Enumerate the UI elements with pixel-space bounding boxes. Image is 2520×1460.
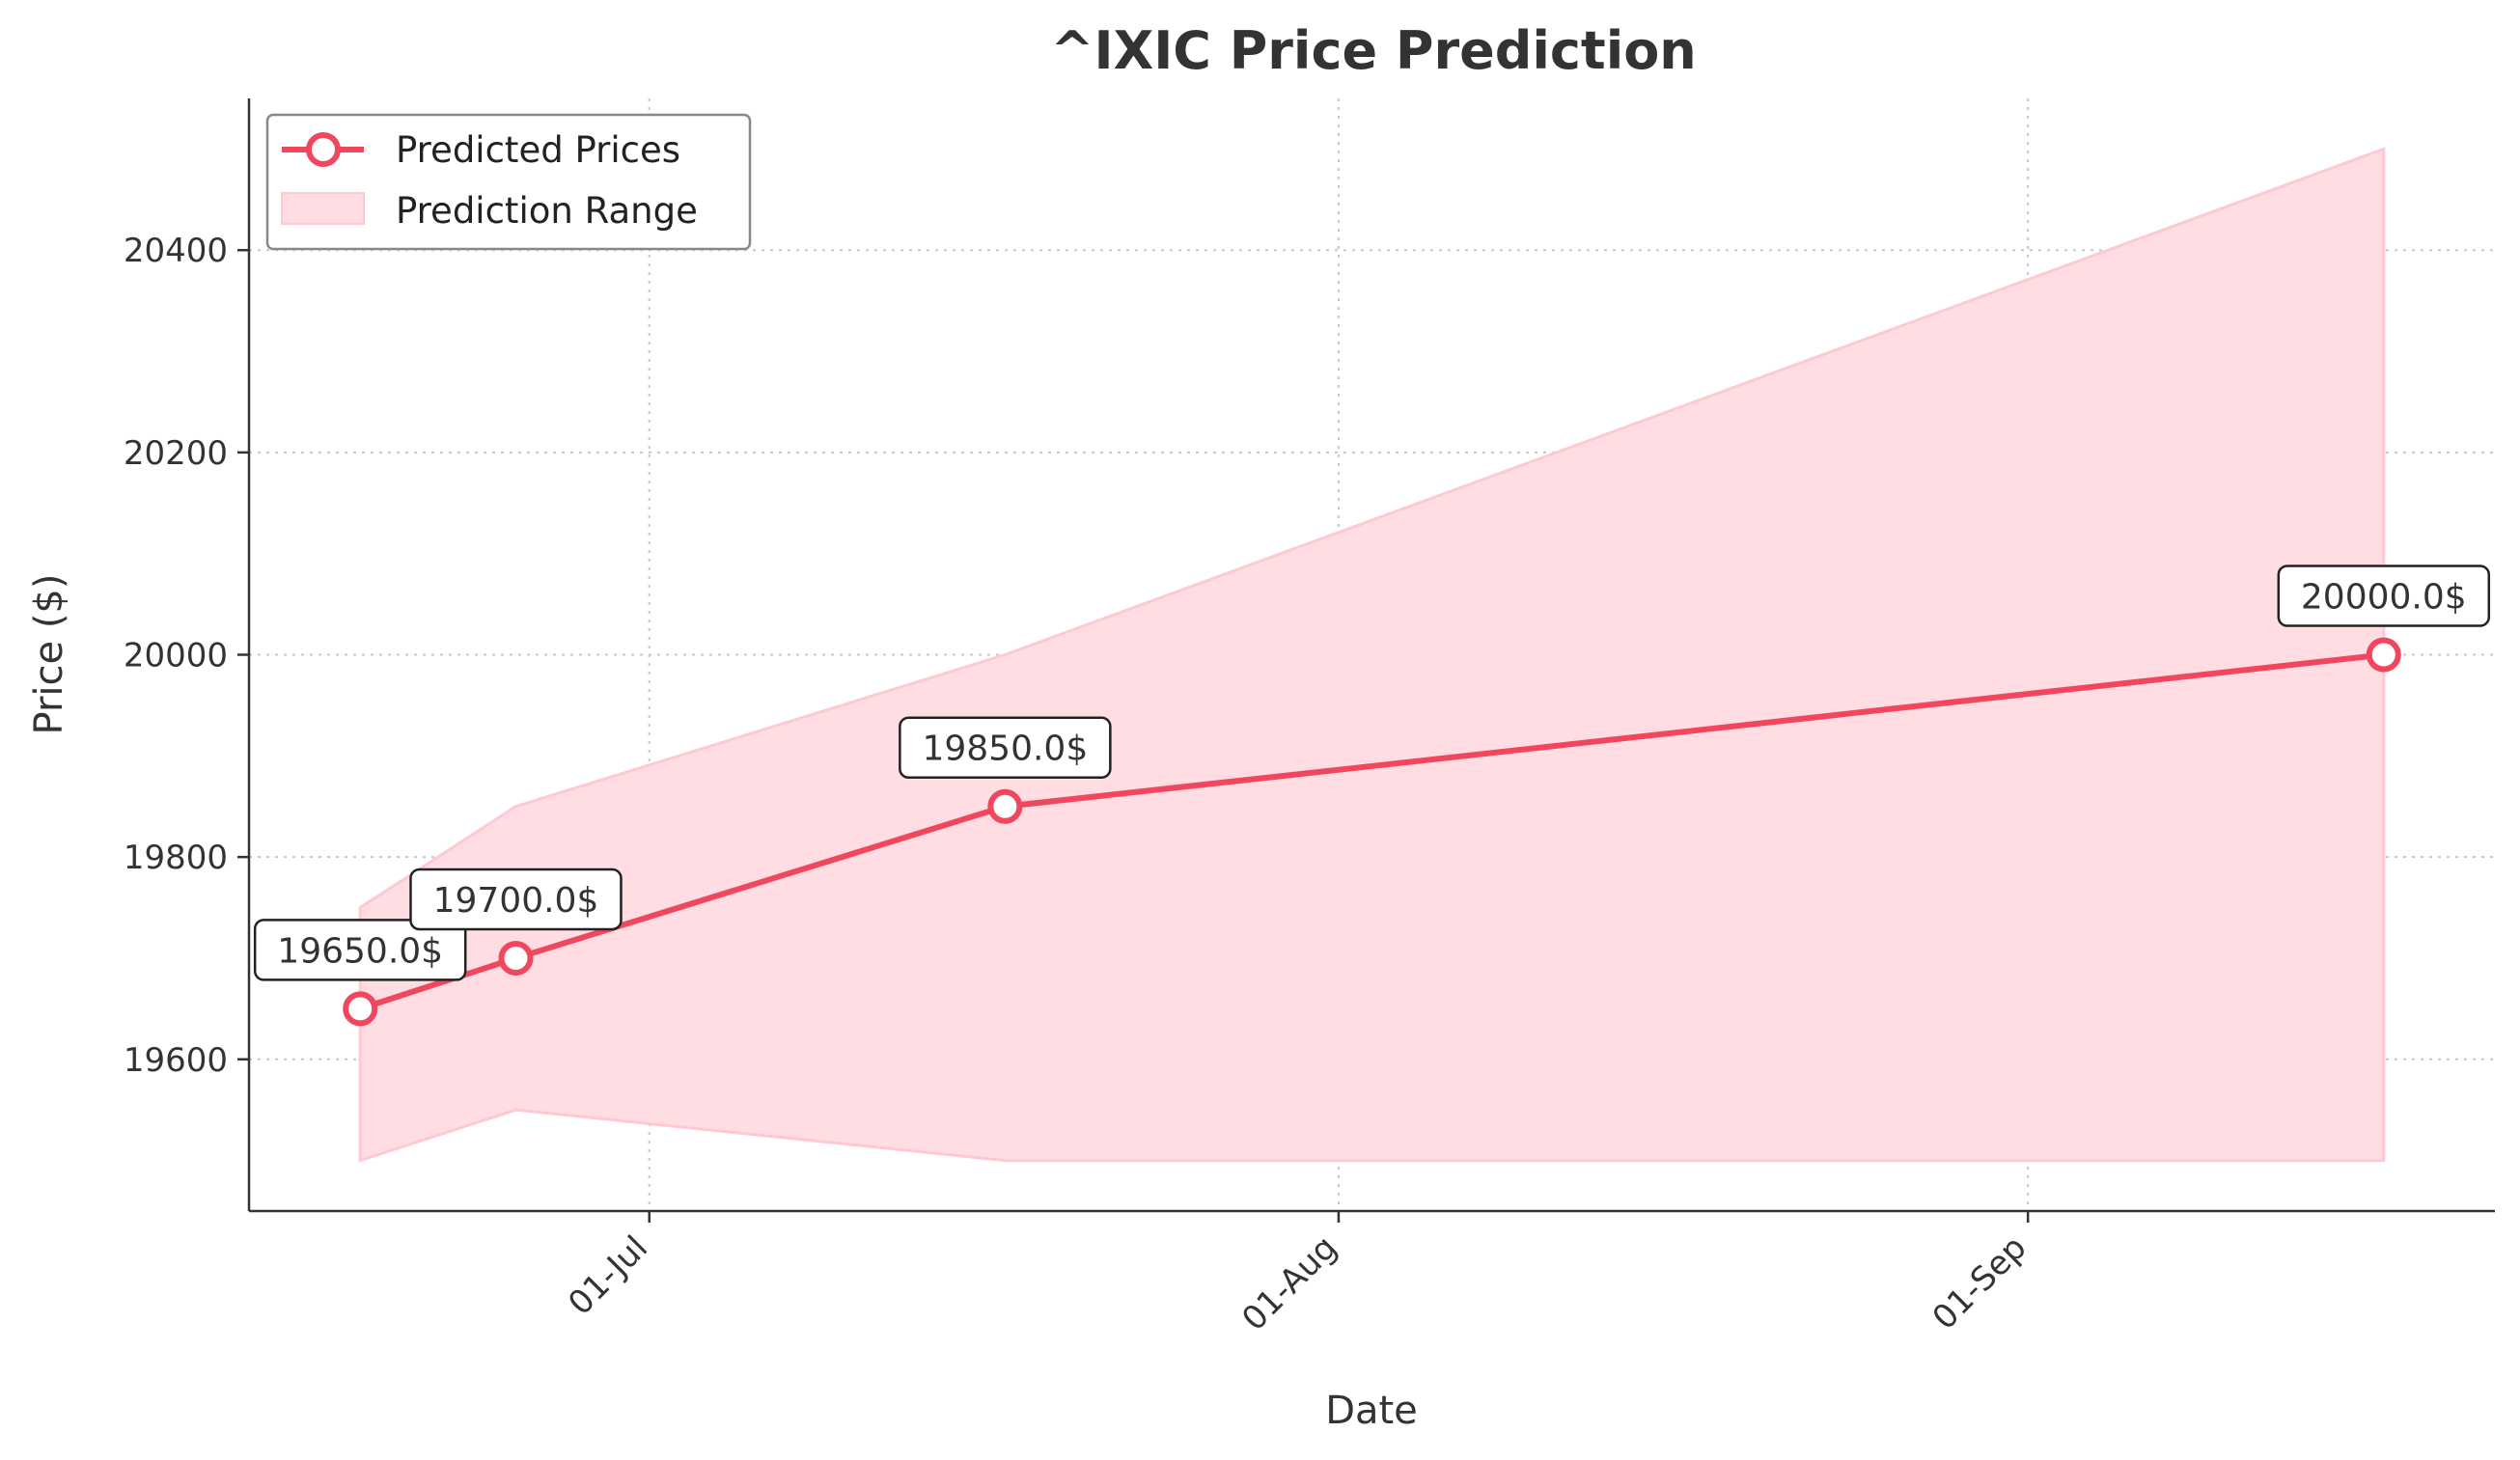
data-label-box: [409, 868, 623, 931]
data-point: [343, 991, 378, 1027]
chart-title: ^IXIC Price Prediction: [1050, 20, 1697, 81]
y-tick-label: 20000: [124, 637, 228, 675]
data-labels: 19650.0$ 19700.0$ 19850.0$ 20000.0$: [253, 565, 2491, 981]
y-tick-label: 19600: [124, 1041, 228, 1080]
legend-label-range: Prediction Range: [396, 190, 698, 232]
data-label: 19700.0$: [433, 881, 599, 921]
legend-label-predicted: Predicted Prices: [396, 129, 680, 171]
data-label: 19850.0$: [922, 730, 1088, 769]
data-label-box: [253, 919, 467, 981]
data-label-box: [2277, 565, 2491, 627]
y-tick-label: 19800: [124, 839, 228, 877]
predicted-prices-line: [359, 651, 2385, 1012]
x-ticks: 01-Jul 01-Aug 01-Sep: [561, 1211, 2035, 1338]
data-label: 20000.0$: [2301, 578, 2467, 618]
y-tick-label: 20400: [124, 232, 228, 270]
data-point: [2366, 637, 2401, 673]
x-tick-label: 01-Sep: [1925, 1228, 2035, 1337]
data-label: 19650.0$: [277, 931, 443, 971]
legend-range-swatch: [281, 192, 365, 225]
prediction-range-area: [358, 147, 2386, 1163]
data-point: [498, 940, 534, 976]
y-axis-label: Price ($): [27, 574, 71, 735]
y-tick-label: 20200: [124, 434, 228, 473]
x-tick-label: 01-Jul: [561, 1228, 655, 1323]
legend-point-marker: [306, 132, 341, 167]
data-point: [987, 788, 1023, 824]
y-ticks: 19600 19800 20000 20200 20400: [124, 232, 249, 1080]
data-label-box: [899, 716, 1112, 779]
legend-box: [265, 113, 752, 251]
legend: Predicted Prices Prediction Range: [265, 113, 752, 251]
x-axis-label: Date: [1325, 1389, 1418, 1433]
x-tick-label: 01-Aug: [1234, 1228, 1344, 1338]
data-points: [343, 637, 2401, 1027]
